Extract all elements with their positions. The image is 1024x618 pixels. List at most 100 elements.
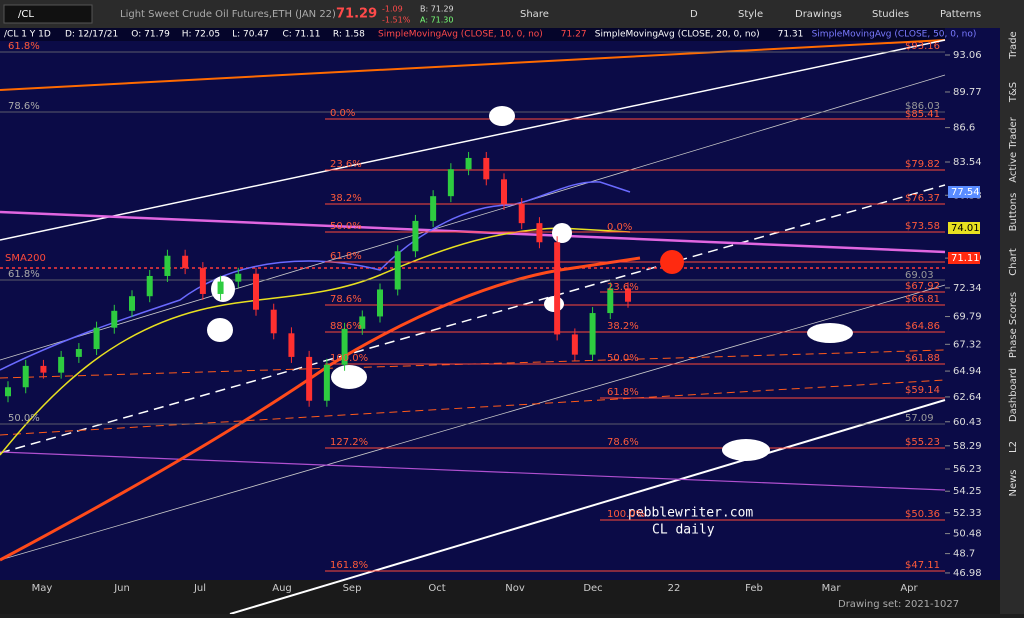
fib-label: 100.0%	[607, 509, 645, 520]
time-axis	[0, 580, 1000, 614]
sidebar-tab[interactable]: Chart	[1008, 248, 1019, 276]
candle	[483, 157, 490, 180]
level-label: $73.58	[905, 221, 940, 232]
legend-item: D: 12/17/21	[65, 30, 118, 40]
month-label: Feb	[745, 583, 763, 594]
fib-label: 100.0%	[330, 353, 368, 364]
study-name: SimpleMovingAvg (CLOSE, 10, 0, no)	[378, 30, 543, 40]
sidebar-tab[interactable]: Trade	[1008, 31, 1019, 59]
level-label: $59.14	[905, 385, 940, 396]
month-label: Jun	[113, 583, 130, 594]
candle	[93, 327, 100, 350]
price-series	[5, 151, 631, 407]
candle	[253, 273, 259, 310]
toolbar-button[interactable]: Style	[738, 9, 763, 20]
candle	[22, 365, 29, 388]
level-label: $50.36	[905, 509, 940, 520]
toolbar-button[interactable]: Share	[520, 9, 549, 20]
price-tick-label: 83.54	[953, 157, 982, 168]
toolbar-button[interactable]: Patterns	[940, 9, 981, 20]
toolbar-button[interactable]: Drawings	[795, 9, 842, 20]
fib-label: 23.6%	[607, 282, 639, 293]
sidebar-tab[interactable]: Active Trader	[1008, 116, 1019, 182]
ask: A: 71.30	[420, 16, 453, 25]
price-badge-label: 77.54	[951, 187, 980, 198]
fib-label: 61.8%	[8, 41, 40, 52]
toolbar-button[interactable]: D	[690, 9, 698, 20]
sidebar-tab[interactable]: L2	[1008, 441, 1019, 453]
level-label: $66.81	[905, 294, 940, 305]
price-tick-label: 60.43	[953, 417, 982, 428]
month-label: Sep	[343, 583, 362, 594]
candle	[146, 275, 153, 297]
candle	[394, 251, 401, 290]
month-label: 22	[668, 583, 681, 594]
month-label: Nov	[505, 583, 525, 594]
candle	[235, 273, 242, 282]
study-value: 71.27	[561, 30, 587, 40]
sma-label: SMA200	[5, 253, 46, 264]
candle	[129, 296, 135, 311]
price-tick-label: 46.98	[953, 568, 982, 579]
candle	[501, 179, 507, 205]
sidebar-tab[interactable]: Phase Scores	[1008, 292, 1019, 358]
candle	[199, 268, 206, 294]
candle	[182, 255, 189, 269]
price-tick-label: 86.6	[953, 123, 975, 134]
level-label: $85.41	[905, 109, 940, 120]
fib-label: 23.6%	[330, 159, 362, 170]
level-label: $67.92	[905, 281, 940, 292]
study-name: SimpleMovingAvg (CLOSE, 20, 0, no)	[595, 30, 760, 40]
candle	[288, 333, 295, 357]
price-badge	[948, 222, 980, 234]
level-label: 69.03	[905, 270, 934, 281]
candle	[536, 223, 543, 243]
price-tick-label: 64.94	[953, 366, 982, 377]
legend-item: C: 71.11	[283, 30, 321, 40]
footer: Drawing set: 2021-1027	[838, 599, 959, 610]
month-label: Dec	[583, 583, 602, 594]
sidebar-tab[interactable]: Buttons	[1008, 193, 1019, 232]
fib-label: 127.2%	[330, 437, 368, 448]
candle	[625, 288, 631, 302]
fib-label: 61.8%	[8, 269, 40, 280]
legend-item: R: 1.58	[333, 30, 365, 40]
legend-item: O: 71.79	[131, 30, 170, 40]
level-label: $55.23	[905, 437, 940, 448]
study-name: SimpleMovingAvg (CLOSE, 50, 0, no)	[812, 30, 977, 40]
legend-item: /CL 1 Y 1D	[4, 30, 51, 40]
level-label: $86.03	[905, 101, 940, 112]
legend-bar	[0, 28, 945, 41]
candle	[5, 387, 11, 397]
level-label: $61.88	[905, 353, 940, 364]
fib-label: 88.6%	[330, 321, 362, 332]
sidebar-tab[interactable]: Dashboard	[1008, 368, 1019, 422]
symbol-box[interactable]	[3, 4, 93, 24]
price-tick-label: 93.06	[953, 50, 982, 61]
price-tick-label: 69.79	[953, 312, 982, 323]
price-tick-label: 89.77	[953, 87, 982, 98]
last-price: 71.29	[336, 7, 377, 22]
sidebar-tab[interactable]: T&S	[1008, 82, 1019, 103]
candle	[447, 169, 454, 197]
candle	[571, 334, 578, 355]
bid: B: 71.29	[420, 5, 454, 14]
watermark: pebblewriter.com	[628, 506, 753, 521]
candle	[111, 310, 118, 328]
plot-area	[0, 28, 945, 580]
candle	[465, 157, 472, 170]
toolbar-button[interactable]: Studies	[872, 9, 909, 20]
fib-label: 50.0%	[330, 221, 362, 232]
price-badge	[948, 186, 980, 198]
candle	[341, 328, 348, 365]
price-tick-label: 72.34	[953, 283, 982, 294]
level-label: $76.37	[905, 193, 940, 204]
fib-label: 78.6%	[330, 294, 362, 305]
level-label: $79.82	[905, 159, 940, 170]
fib-label: 0.0%	[607, 222, 632, 233]
level-label: 57.09	[905, 413, 934, 424]
month-label: Jul	[193, 583, 206, 594]
sidebar-tab[interactable]: News	[1008, 469, 1019, 496]
